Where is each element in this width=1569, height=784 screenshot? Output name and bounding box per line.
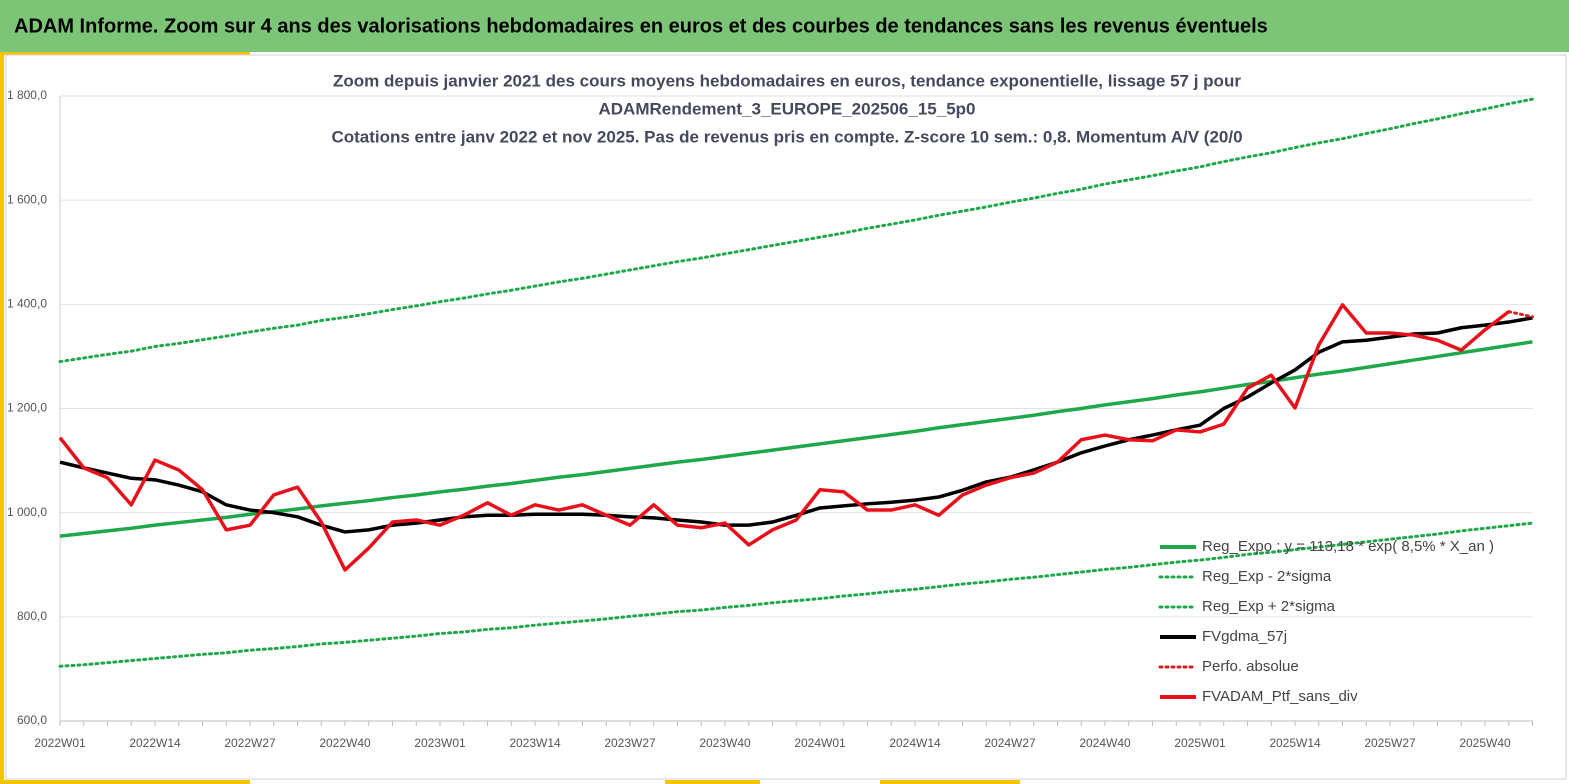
- y-tick-label: 1 400,0: [7, 297, 47, 311]
- frame: [5, 54, 1567, 780]
- chart-title: ADAMRendement_3_EUROPE_202506_15_5p0: [598, 99, 975, 118]
- series-line: [59, 316, 1533, 534]
- series-line: [58, 97, 1534, 364]
- x-tick-label: 2025W01: [1174, 736, 1226, 750]
- x-tick-label: 2024W27: [984, 736, 1036, 750]
- header-title: ADAM Informe. Zoom sur 4 ans des valoris…: [14, 15, 1268, 37]
- legend-label: FVADAM_Ptf_sans_div: [1202, 688, 1358, 705]
- x-tick-label: 2024W40: [1079, 736, 1131, 750]
- x-tick-label: 2025W14: [1269, 736, 1321, 750]
- accent: [0, 52, 4, 784]
- legend-label: Reg_Expo : y = 113,18 * exp( 8,5% * X_an…: [1202, 538, 1494, 555]
- x-tick-label: 2022W14: [129, 736, 181, 750]
- accent: [880, 780, 1020, 784]
- series-line: [1507, 310, 1534, 319]
- legend-label: Reg_Exp + 2*sigma: [1202, 598, 1336, 615]
- legend-label: FVgdma_57j: [1202, 628, 1287, 645]
- accent: [0, 52, 250, 55]
- legend-label: Perfo. absolue: [1202, 658, 1299, 675]
- x-tick-label: 2024W14: [889, 736, 941, 750]
- x-tick-label: 2022W40: [319, 736, 371, 750]
- legend-label: Reg_Exp - 2*sigma: [1202, 568, 1332, 585]
- x-tick-label: 2022W01: [34, 736, 86, 750]
- series-line: [59, 340, 1533, 538]
- chart-title: Cotations entre janv 2022 et nov 2025. P…: [331, 127, 1242, 146]
- x-tick-label: 2023W01: [414, 736, 466, 750]
- header-bar: [0, 0, 1569, 52]
- chart-title: Zoom depuis janvier 2021 des cours moyen…: [333, 71, 1241, 90]
- series-line: [58, 303, 1510, 572]
- y-tick-label: 1 800,0: [7, 88, 47, 102]
- y-tick-label: 600,0: [17, 713, 47, 727]
- y-tick-label: 1 200,0: [7, 401, 47, 415]
- accent: [0, 780, 250, 784]
- y-tick-label: 1 600,0: [7, 192, 47, 206]
- x-tick-label: 2022W27: [224, 736, 276, 750]
- x-tick-label: 2025W40: [1459, 736, 1511, 750]
- series-line: [58, 521, 1534, 668]
- y-tick-label: 1 000,0: [7, 505, 47, 519]
- x-tick-label: 2023W14: [509, 736, 561, 750]
- accent: [665, 780, 760, 784]
- x-tick-label: 2024W01: [794, 736, 846, 750]
- x-tick-label: 2023W40: [699, 736, 751, 750]
- x-tick-label: 2023W27: [604, 736, 656, 750]
- y-tick-label: 800,0: [17, 609, 47, 623]
- x-tick-label: 2025W27: [1364, 736, 1416, 750]
